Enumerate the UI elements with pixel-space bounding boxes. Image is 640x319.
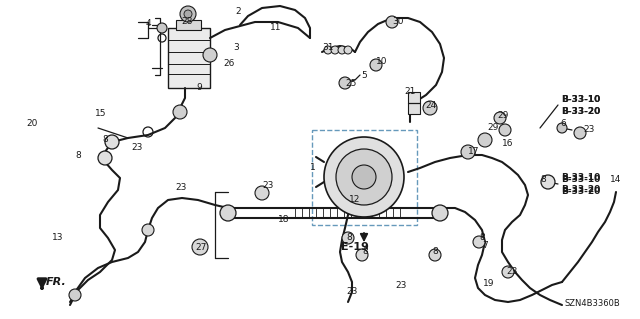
Circle shape: [502, 266, 514, 278]
Text: B-33-20: B-33-20: [561, 108, 600, 116]
Text: 8: 8: [540, 174, 546, 183]
Circle shape: [370, 59, 382, 71]
Text: 23: 23: [346, 286, 357, 295]
Text: 31: 31: [322, 42, 333, 51]
Text: 12: 12: [349, 196, 360, 204]
Text: 20: 20: [26, 120, 37, 129]
Text: 8: 8: [346, 233, 352, 241]
Circle shape: [494, 112, 506, 124]
Circle shape: [69, 289, 81, 301]
Circle shape: [339, 77, 351, 89]
Circle shape: [342, 232, 354, 244]
Text: B-33-20: B-33-20: [561, 187, 600, 196]
Text: 21: 21: [404, 86, 415, 95]
Circle shape: [220, 205, 236, 221]
Text: 23: 23: [583, 124, 595, 133]
Text: 10: 10: [376, 57, 387, 66]
Text: 29: 29: [497, 110, 508, 120]
Bar: [168, 28, 210, 88]
Text: 8: 8: [479, 234, 484, 242]
Text: 24: 24: [425, 100, 436, 109]
Text: B-33-10: B-33-10: [561, 95, 600, 105]
Circle shape: [324, 46, 332, 54]
Circle shape: [336, 149, 392, 205]
Circle shape: [429, 249, 441, 261]
Text: 5: 5: [361, 70, 367, 79]
Text: 25: 25: [345, 78, 356, 87]
Circle shape: [352, 165, 376, 189]
Text: FR.: FR.: [46, 277, 67, 287]
Bar: [408, 92, 420, 114]
Text: 8: 8: [362, 248, 368, 256]
Text: 16: 16: [502, 138, 513, 147]
Text: B-33-10: B-33-10: [561, 174, 600, 183]
Bar: [176, 20, 201, 30]
Text: 1: 1: [310, 164, 316, 173]
Text: B-33-20: B-33-20: [561, 108, 600, 116]
Circle shape: [338, 46, 346, 54]
Circle shape: [478, 133, 492, 147]
Text: 23: 23: [395, 280, 406, 290]
Text: 23: 23: [175, 183, 186, 192]
Text: 2: 2: [235, 8, 241, 17]
Text: 8: 8: [432, 247, 438, 256]
Text: 7: 7: [482, 241, 488, 250]
Text: 17: 17: [468, 146, 479, 155]
Text: 23: 23: [262, 181, 273, 189]
Bar: [312, 130, 417, 225]
Text: B-33-10: B-33-10: [561, 174, 600, 182]
Text: 23: 23: [506, 266, 517, 276]
Circle shape: [173, 105, 187, 119]
Circle shape: [184, 10, 192, 18]
Text: 23: 23: [131, 144, 142, 152]
Circle shape: [324, 137, 404, 217]
Text: SZN4B3360B: SZN4B3360B: [564, 299, 620, 308]
Circle shape: [157, 23, 167, 33]
Text: 11: 11: [270, 24, 282, 33]
Circle shape: [356, 249, 368, 261]
Text: 15: 15: [95, 108, 106, 117]
Circle shape: [98, 151, 112, 165]
Circle shape: [541, 175, 555, 189]
Circle shape: [432, 205, 448, 221]
Circle shape: [499, 124, 511, 136]
Text: B-33-20: B-33-20: [561, 186, 600, 195]
Circle shape: [192, 239, 208, 255]
Text: 18: 18: [278, 216, 289, 225]
Circle shape: [386, 16, 398, 28]
Circle shape: [105, 135, 119, 149]
Text: B-33-10: B-33-10: [561, 95, 600, 105]
Circle shape: [344, 46, 352, 54]
Text: E-19: E-19: [341, 242, 369, 252]
Circle shape: [255, 186, 269, 200]
Text: 9: 9: [196, 83, 202, 92]
Text: 14: 14: [610, 174, 621, 183]
Circle shape: [331, 46, 339, 54]
Text: 30: 30: [392, 18, 403, 26]
Text: 19: 19: [483, 278, 495, 287]
Text: 26: 26: [223, 60, 234, 69]
Text: 13: 13: [52, 233, 63, 241]
Text: 28: 28: [181, 17, 193, 26]
Circle shape: [574, 127, 586, 139]
Circle shape: [423, 101, 437, 115]
Text: 29: 29: [487, 123, 499, 132]
Text: 8: 8: [75, 151, 81, 160]
Circle shape: [142, 224, 154, 236]
Text: 4: 4: [146, 19, 152, 27]
Text: 27: 27: [195, 242, 206, 251]
Circle shape: [461, 145, 475, 159]
Circle shape: [180, 6, 196, 22]
Circle shape: [473, 236, 485, 248]
Circle shape: [203, 48, 217, 62]
Text: 3: 3: [233, 43, 239, 53]
Circle shape: [557, 123, 567, 133]
Text: 8: 8: [102, 136, 108, 145]
Text: 6: 6: [560, 120, 566, 129]
